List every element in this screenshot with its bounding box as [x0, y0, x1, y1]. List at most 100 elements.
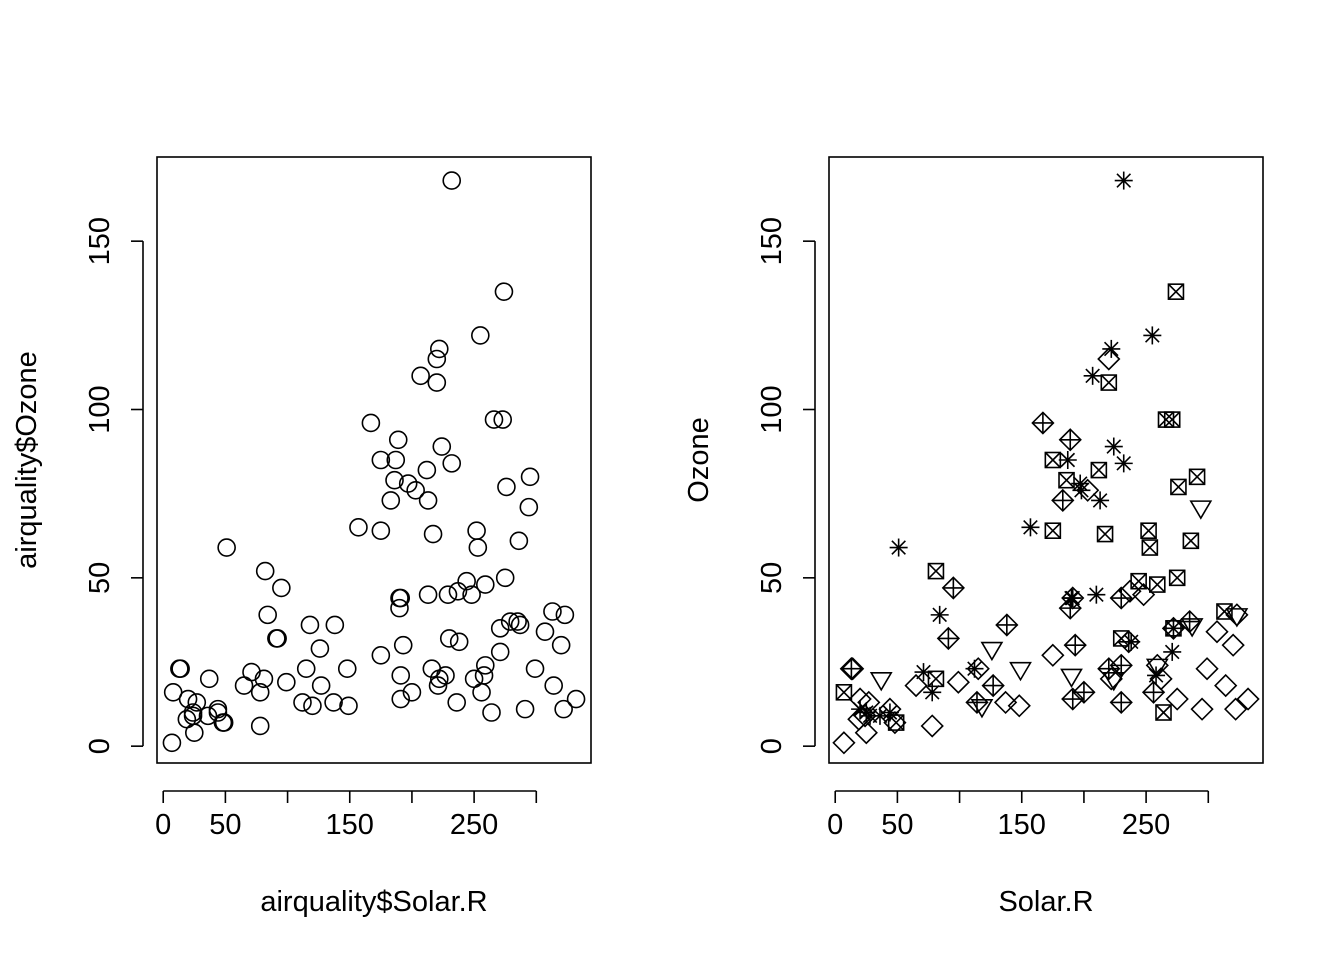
- data-point: [392, 667, 409, 684]
- scatter-panel-1: 0 50 150 250 0 50 100 150 airquality$Solar.R airq…: [11, 157, 591, 918]
- data-point: [943, 577, 964, 598]
- data-point: [495, 283, 512, 300]
- data-point: [889, 715, 904, 730]
- data-point: [340, 697, 357, 714]
- data-point: [1098, 527, 1113, 542]
- data-point: [871, 673, 891, 690]
- data-point: [1064, 589, 1082, 607]
- data-point: [431, 340, 448, 357]
- data-point: [1045, 453, 1060, 468]
- data-point: [443, 455, 460, 472]
- data-point: [881, 704, 899, 722]
- data-point: [498, 478, 515, 495]
- data-point: [1059, 473, 1074, 488]
- data-point: [522, 468, 539, 485]
- data-point: [1052, 490, 1073, 511]
- data-point: [1150, 577, 1165, 592]
- data-point: [568, 691, 585, 708]
- data-point: [1111, 588, 1132, 609]
- data-point: [326, 616, 343, 633]
- data-point: [1191, 501, 1211, 518]
- data-point: [1141, 523, 1156, 538]
- data-point: [938, 628, 959, 649]
- data-point: [269, 630, 286, 647]
- y-tick-label: 150: [756, 217, 788, 265]
- data-point: [218, 539, 235, 556]
- data-point: [1190, 469, 1205, 484]
- data-point: [294, 694, 311, 711]
- data-point: [273, 579, 290, 596]
- y-axis-title: airquality$Ozone: [11, 351, 43, 569]
- y-tick-label: 50: [84, 562, 116, 594]
- data-point: [556, 606, 573, 623]
- data-point: [325, 694, 342, 711]
- data-point: [1238, 689, 1259, 710]
- data-point: [420, 586, 437, 603]
- data-point: [362, 414, 379, 431]
- data-point: [1225, 699, 1246, 720]
- data-point: [497, 569, 514, 586]
- data-point: [418, 462, 435, 479]
- data-point: [412, 367, 429, 384]
- series-asterisk: [851, 172, 1181, 725]
- data-point: [1091, 491, 1109, 509]
- data-point: [448, 694, 465, 711]
- data-point: [391, 590, 408, 607]
- data-point: [1111, 692, 1132, 713]
- data-point: [545, 677, 562, 694]
- x-axis-title: airquality$Solar.R: [260, 886, 487, 918]
- x-tick-label: 50: [881, 809, 913, 841]
- data-point: [833, 732, 854, 753]
- data-point: [1156, 705, 1171, 720]
- x-tick-label: 50: [209, 809, 241, 841]
- data-point: [1147, 666, 1165, 684]
- data-point: [555, 701, 572, 718]
- data-point: [259, 606, 276, 623]
- x-axis-title: Solar.R: [998, 886, 1093, 918]
- data-point: [1215, 675, 1236, 696]
- data-point: [1060, 429, 1081, 450]
- data-point: [163, 734, 180, 751]
- data-point: [544, 603, 561, 620]
- data-point: [1087, 586, 1105, 604]
- data-point: [1105, 438, 1123, 456]
- data-point: [451, 633, 468, 650]
- data-point: [428, 374, 445, 391]
- data-point: [1168, 284, 1183, 299]
- data-point: [171, 660, 188, 677]
- scatter-panel-2: 0 50 150 250050100150Solar.ROzone: [683, 157, 1263, 918]
- data-point: [1102, 340, 1120, 358]
- data-point: [931, 606, 949, 624]
- series-diamond: [833, 349, 1258, 754]
- data-point: [216, 714, 233, 731]
- data-point: [836, 685, 851, 700]
- data-point: [527, 660, 544, 677]
- y-axis-title: Ozone: [683, 417, 715, 502]
- data-point: [420, 492, 437, 509]
- data-point: [948, 672, 969, 693]
- data-point: [1115, 454, 1133, 472]
- data-points: [163, 172, 584, 751]
- data-point: [841, 658, 862, 679]
- data-points: [833, 172, 1258, 754]
- data-point: [1059, 451, 1077, 469]
- data-point: [483, 704, 500, 721]
- data-point: [517, 701, 534, 718]
- data-point: [1171, 479, 1186, 494]
- data-point: [1114, 631, 1129, 646]
- data-point: [468, 522, 485, 539]
- data-point: [186, 724, 203, 741]
- data-point: [1223, 635, 1244, 656]
- data-point: [1115, 172, 1133, 190]
- data-point: [382, 492, 399, 509]
- x-tick-label: 150: [326, 809, 374, 841]
- data-point: [392, 590, 409, 607]
- data-point: [1101, 375, 1116, 390]
- data-point: [425, 526, 442, 543]
- data-point: [1065, 635, 1086, 656]
- data-point: [536, 623, 553, 640]
- data-point: [243, 664, 260, 681]
- data-point: [983, 675, 1004, 696]
- data-point: [928, 671, 943, 686]
